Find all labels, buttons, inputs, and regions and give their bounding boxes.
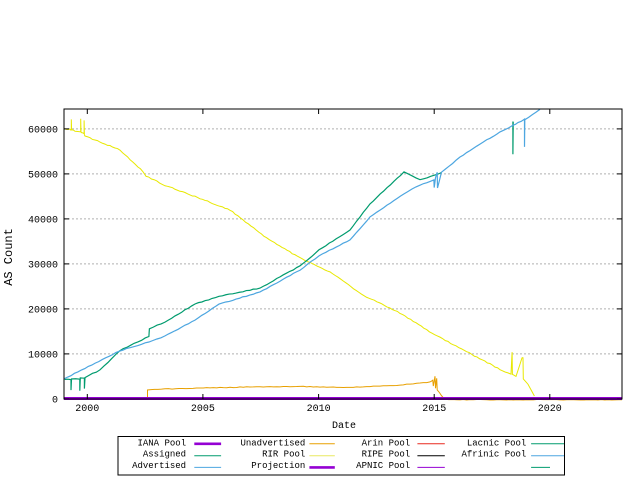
svg-text:Projection: Projection (251, 461, 305, 471)
svg-text:10000: 10000 (28, 350, 58, 361)
svg-text:2005: 2005 (191, 404, 215, 415)
svg-text:2010: 2010 (307, 404, 331, 415)
svg-text:60000: 60000 (28, 125, 58, 136)
svg-text:Arin Pool: Arin Pool (362, 438, 411, 448)
svg-text:2020: 2020 (538, 404, 562, 415)
svg-text:Afrinic Pool: Afrinic Pool (461, 450, 526, 460)
svg-text:2000: 2000 (75, 404, 99, 415)
svg-text:Lacnic Pool: Lacnic Pool (467, 438, 526, 448)
svg-text:30000: 30000 (28, 260, 58, 271)
svg-text:40000: 40000 (28, 215, 58, 226)
svg-text:RIR Pool: RIR Pool (262, 450, 305, 460)
svg-text:20000: 20000 (28, 305, 58, 316)
svg-text:2015: 2015 (422, 404, 446, 415)
svg-text:Assigned: Assigned (143, 450, 186, 460)
svg-text:RIPE Pool: RIPE Pool (362, 450, 411, 460)
svg-text:APNIC Pool: APNIC Pool (356, 461, 410, 471)
svg-text:50000: 50000 (28, 170, 58, 181)
svg-text:IANA Pool: IANA Pool (137, 438, 186, 448)
svg-text:AS Count: AS Count (2, 228, 16, 286)
svg-text:Advertised: Advertised (132, 461, 186, 471)
svg-text:0: 0 (52, 395, 58, 406)
svg-text:Date: Date (332, 421, 356, 432)
svg-text:Unadvertised: Unadvertised (240, 438, 305, 448)
